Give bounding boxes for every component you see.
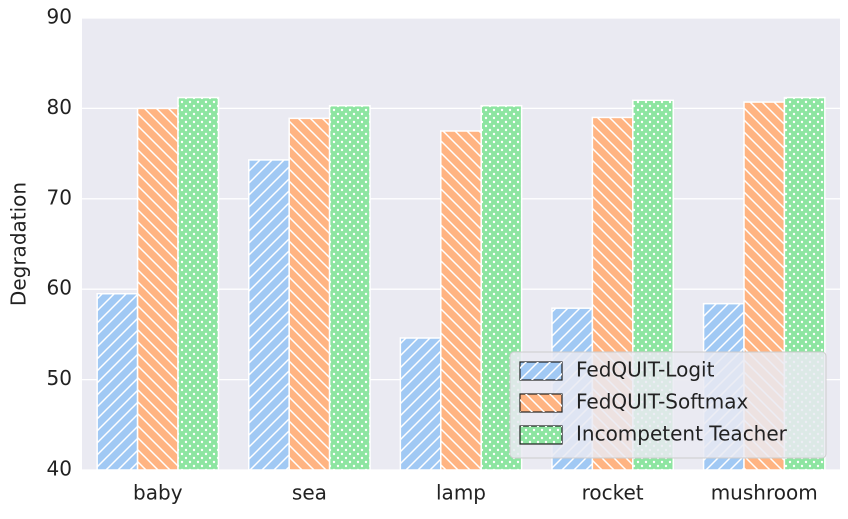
legend-box xyxy=(509,351,827,459)
legend-label: FedQUIT-Softmax xyxy=(576,390,748,414)
x-tick-label: lamp xyxy=(436,481,486,505)
bar xyxy=(177,96,220,471)
x-tick-label: mushroom xyxy=(711,481,818,505)
y-tick-label: 80 xyxy=(47,95,72,119)
legend-swatch-hatch xyxy=(520,426,562,444)
bar xyxy=(96,292,139,471)
y-tick-label: 90 xyxy=(47,5,72,29)
x-tick-label: rocket xyxy=(582,481,644,505)
y-tick-label: 40 xyxy=(47,457,72,481)
bar xyxy=(440,130,482,471)
bar xyxy=(248,159,290,471)
legend-swatch-hatch xyxy=(520,362,562,380)
y-tick-label: 60 xyxy=(47,276,72,300)
bar xyxy=(399,337,442,471)
legend-swatch-hatch xyxy=(520,394,562,412)
legend-label: Incompetent Teacher xyxy=(576,422,788,446)
y-tick-label: 50 xyxy=(47,366,72,390)
bar xyxy=(136,107,179,471)
legend-label: FedQUIT-Logit xyxy=(576,358,715,382)
bar xyxy=(288,117,331,471)
x-tick-label: baby xyxy=(133,481,183,505)
x-tick-label: sea xyxy=(292,481,327,505)
bar xyxy=(328,104,371,471)
legend: FedQUIT-Logit FedQUIT-Softmax Incompetent … xyxy=(509,351,827,459)
y-axis-label: Degradation xyxy=(7,182,31,306)
y-tick-label: 70 xyxy=(47,185,72,209)
